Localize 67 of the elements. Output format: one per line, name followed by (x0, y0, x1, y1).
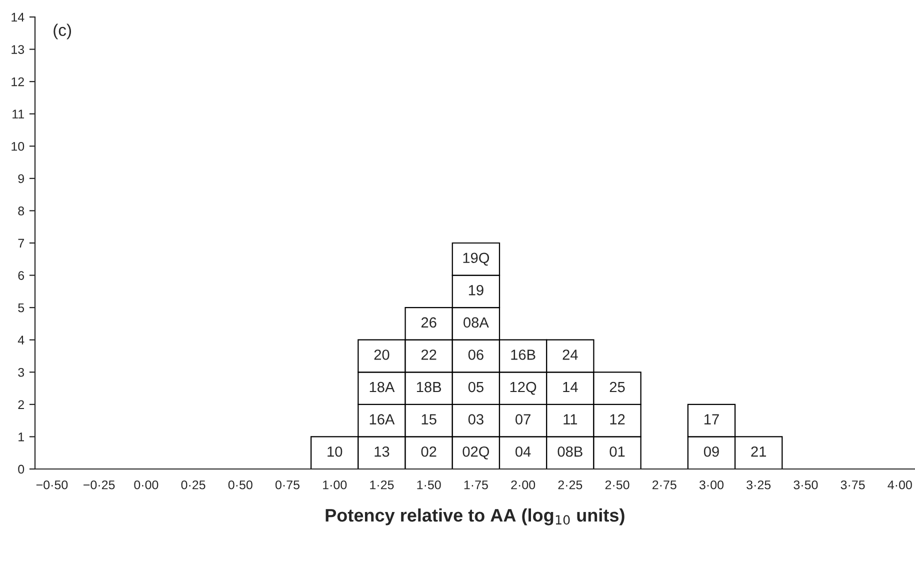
annotation: 22 (421, 350, 436, 360)
x-tick-label: 0·50 (228, 480, 252, 490)
annotation: 18B (416, 382, 442, 392)
x-tick-label: 3·25 (746, 480, 771, 490)
annotation: 10 (328, 446, 342, 457)
y-tick-label: 14 (12, 12, 24, 22)
x-tick-label: 4·00 (888, 480, 912, 490)
y-tick-label: 9 (18, 174, 24, 184)
y-tick-label: 10 (12, 142, 24, 151)
annotation: 25 (610, 382, 625, 392)
x-tick-label: 2·25 (558, 480, 582, 490)
y-tick-label: 13 (12, 45, 24, 54)
y-tick-label: 6 (18, 271, 24, 280)
annotation: 13 (374, 446, 390, 457)
y-tick-label: 5 (18, 304, 24, 312)
y-tick-label: 12 (12, 77, 24, 86)
y-tick-label: 7 (18, 238, 24, 248)
x-tick-label: 2·50 (605, 480, 630, 490)
x-tick-label: 1·25 (370, 480, 394, 490)
annotation: 11 (564, 414, 578, 424)
y-tick-label: 0 (18, 464, 24, 474)
x-tick-label: −0·25 (84, 480, 115, 490)
annotation: 12 (610, 414, 625, 424)
x-tick-label: 3·75 (840, 480, 865, 490)
annotation: 12Q (510, 382, 536, 395)
annotation: 03 (468, 414, 484, 424)
annotation: 02 (421, 446, 436, 457)
annotation: 19Q (463, 252, 490, 266)
x-tick-label: 3·50 (794, 480, 818, 490)
annotation: 17 (704, 414, 719, 424)
x-tick-label: 0·75 (275, 480, 300, 490)
annotation: 08A (464, 317, 489, 328)
annotation: 21 (751, 446, 766, 457)
y-tick-label: 2 (18, 400, 24, 409)
annotation: 04 (516, 446, 531, 457)
annotation: 15 (422, 414, 436, 424)
annotation: (c) (54, 24, 71, 40)
y-tick-label: 11 (12, 110, 24, 118)
annotation: 05 (468, 382, 484, 392)
annotation: 07 (516, 414, 530, 424)
x-tick-label: 2·00 (511, 480, 536, 490)
annotation: 20 (374, 350, 390, 360)
annotation: 02Q (462, 446, 490, 460)
x-tick-label: 0·00 (134, 480, 158, 490)
x-tick-label: 3·00 (699, 480, 724, 490)
x-tick-label: 1·75 (464, 480, 488, 490)
y-tick-label: 1 (18, 432, 24, 442)
x-tick-label: 1·00 (323, 480, 347, 490)
annotation: 16A (370, 414, 395, 424)
x-tick-label: −0·50 (36, 480, 68, 490)
annotation: 16B (511, 350, 536, 360)
annotation: 19 (468, 285, 484, 296)
annotation: 09 (704, 446, 719, 457)
x-tick-label: 0·25 (181, 480, 206, 490)
x-axis-title: Potency relative to AA (log$_{10}$ units) (326, 508, 624, 526)
annotation: 14 (563, 382, 578, 392)
annotation: 06 (468, 350, 484, 360)
annotation: 26 (421, 317, 436, 328)
annotation: 01 (610, 446, 625, 457)
annotation: 24 (562, 350, 578, 360)
y-tick-label: 8 (18, 206, 24, 216)
y-tick-label: 3 (18, 368, 24, 377)
annotation: 08B (558, 446, 582, 457)
x-tick-label: 2·75 (652, 480, 676, 490)
x-tick-label: 1·50 (417, 480, 441, 490)
annotation: 18A (370, 382, 395, 392)
y-tick-label: 4 (18, 336, 24, 344)
